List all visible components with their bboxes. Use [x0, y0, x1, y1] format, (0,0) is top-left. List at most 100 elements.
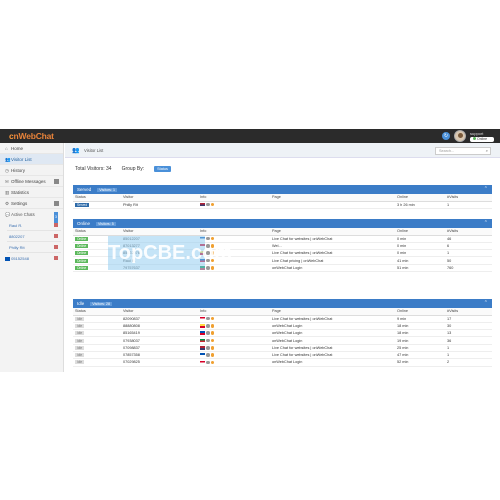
sidebar-item-offline-messages[interactable]: ✉ Offline Messages — [0, 176, 63, 187]
sidebar-item-statistics[interactable]: ▥ Statistics — [0, 187, 63, 198]
status-badge: Served — [75, 202, 90, 207]
visitor-name[interactable]: 88880808 — [121, 322, 198, 331]
visitor-page[interactable]: onWebChat Login — [270, 322, 395, 331]
visitor-name[interactable]: Philly Rit — [121, 201, 198, 209]
visitor-page[interactable]: Live Chat for websites | onWebChat — [270, 249, 395, 258]
active-chat-item[interactable]: 8802207 — [7, 231, 61, 242]
column-header[interactable]: Visitor — [121, 228, 198, 236]
visit-count: 30 — [445, 322, 492, 331]
column-header[interactable]: Visitor — [121, 308, 198, 316]
online-time: 19 min — [395, 336, 445, 345]
expand-icon[interactable] — [54, 201, 59, 206]
panel-header[interactable]: Idle Visitors: 28 ⌃ — [73, 299, 492, 308]
logo[interactable]: cnWebChat — [9, 131, 54, 141]
visitor-table: Status Visitor Info Page Online #Visits Idle 82… — [73, 308, 492, 367]
visitor-page[interactable]: Live Chat for websites | onWebChat — [270, 315, 395, 323]
search-icon[interactable]: ⌕ — [485, 148, 488, 153]
panel-header[interactable]: Online Visitors: 5 ⌃ — [73, 219, 492, 228]
column-header[interactable]: Page — [270, 194, 395, 202]
visitor-page[interactable] — [270, 201, 395, 209]
visitor-page[interactable]: onWebChat Login — [270, 329, 395, 338]
column-header[interactable]: Status — [73, 194, 121, 202]
column-header[interactable]: Online — [395, 228, 445, 236]
expand-icon[interactable] — [54, 179, 59, 184]
visitor-page[interactable]: Live Chat for websites | onWebChat — [270, 235, 395, 243]
user-box: support Online — [470, 131, 494, 142]
visit-count: 6 — [445, 242, 492, 251]
column-header[interactable]: Visitor — [121, 194, 198, 202]
visitor-name[interactable]: 07938037 — [121, 336, 198, 345]
chevron-up-icon[interactable]: ⌃ — [483, 300, 488, 306]
sidebar-item-settings[interactable]: ⚙ Settings — [0, 198, 63, 209]
visitor-name[interactable]: 07029825 — [121, 358, 198, 367]
mail-icon: ✉ — [5, 179, 9, 184]
panel-header[interactable]: Served Visitors: 1 ⌃ — [73, 185, 492, 194]
sidebar-item-label: Visitor List — [11, 157, 32, 162]
status-badge: Idle — [75, 353, 85, 358]
column-header[interactable]: Online — [395, 308, 445, 316]
column-header[interactable]: Info — [198, 194, 270, 202]
table-row[interactable]: Idle 07098837 Live Chat for websites | onW… — [73, 344, 492, 353]
user-area: ↻ support Online — [442, 130, 494, 142]
visitor-name[interactable]: 07857358 — [121, 351, 198, 360]
refresh-icon[interactable]: ↻ — [442, 132, 450, 140]
table-row[interactable]: Served Philly Rit 3 h 26 min 1 — [73, 201, 492, 209]
summary-bar: Total Visitors: 34 Group By: Status — [75, 166, 171, 172]
visitor-page[interactable]: Live Chat for websites | onWebChat — [270, 351, 395, 360]
active-chats-header[interactable]: 💬 Active Chats 3 — [0, 209, 63, 223]
column-header[interactable]: Online — [395, 194, 445, 202]
search-input[interactable]: Search... ⌕ — [435, 147, 491, 155]
column-header[interactable]: Info — [198, 308, 270, 316]
visitor-page[interactable]: onWebChat Login — [270, 264, 395, 273]
table-row[interactable]: Idle 85165419 onWebChat Login 18 min 13 — [73, 329, 492, 338]
visitor-page[interactable]: onWebChat Login — [270, 336, 395, 345]
browser-icon — [210, 244, 214, 248]
column-header[interactable]: Status — [73, 228, 121, 236]
visitor-name[interactable]: 07098837 — [121, 344, 198, 353]
status-badge: Online — [75, 251, 89, 256]
table-row[interactable]: Idle 07938037 onWebChat Login 19 min 36 — [73, 336, 492, 345]
column-header[interactable]: Page — [270, 308, 395, 316]
visit-count: 1 — [445, 201, 492, 209]
visitor-info — [198, 344, 270, 353]
visitor-page[interactable]: onWebChat Login — [270, 358, 395, 367]
visitor-page[interactable]: Live Chat pricing | onWebChat — [270, 256, 395, 265]
group-by-select[interactable]: Status — [154, 166, 171, 172]
column-header[interactable]: Info — [198, 228, 270, 236]
sidebar-item-home[interactable]: ⌂ Home — [0, 143, 63, 154]
avatar[interactable] — [454, 130, 466, 142]
visitor-name[interactable]: 85165419 — [121, 329, 198, 338]
column-header[interactable]: Page — [270, 228, 395, 236]
active-chat-item[interactable]: Philly Rit — [7, 242, 61, 253]
visit-count: 1 — [445, 344, 492, 353]
table-row[interactable]: Idle 88880808 onWebChat Login 18 min 30 — [73, 322, 492, 331]
browser-icon — [210, 202, 214, 207]
column-header[interactable]: #Visits — [445, 308, 492, 316]
table-row[interactable]: Idle 82090837 Live Chat for websites | onW… — [73, 315, 492, 323]
online-time: 9 min — [395, 315, 445, 323]
unread-indicator — [54, 256, 58, 260]
sidebar-chat-flag-row[interactable]: 05152548 — [0, 253, 63, 264]
sidebar-item-history[interactable]: ◷ History — [0, 165, 63, 176]
sidebar-item-label: Statistics — [11, 190, 30, 195]
table-row[interactable]: Idle 07857358 Live Chat for websites | onW… — [73, 351, 492, 360]
column-header[interactable]: #Visits — [445, 228, 492, 236]
column-header[interactable]: #Visits — [445, 194, 492, 202]
status-dropdown[interactable]: Online — [470, 136, 494, 142]
os-icon — [206, 244, 210, 248]
online-time: 0 min — [395, 235, 445, 243]
table-row[interactable]: Idle 07029825 onWebChat Login 52 min 2 — [73, 358, 492, 367]
country-flag-icon — [200, 316, 205, 321]
visitor-name[interactable]: 82090837 — [121, 315, 198, 323]
column-header[interactable]: Status — [73, 308, 121, 316]
sidebar-item-visitor-list[interactable]: 👥Visitor List — [0, 154, 63, 165]
user-name: support — [470, 130, 484, 136]
active-chat-item[interactable]: Raul R. — [7, 220, 61, 231]
browser-icon — [210, 258, 214, 263]
visitor-page[interactable]: Wel... — [270, 242, 395, 251]
chevron-up-icon[interactable]: ⌃ — [483, 220, 488, 226]
chevron-up-icon[interactable]: ⌃ — [483, 186, 488, 192]
panel-served: Served Visitors: 1 ⌃ Status Visitor Info Page O… — [73, 185, 492, 209]
visitor-page[interactable]: Live Chat for websites | onWebChat — [270, 344, 395, 353]
chat-bubble-icon: 💬 — [5, 212, 11, 217]
